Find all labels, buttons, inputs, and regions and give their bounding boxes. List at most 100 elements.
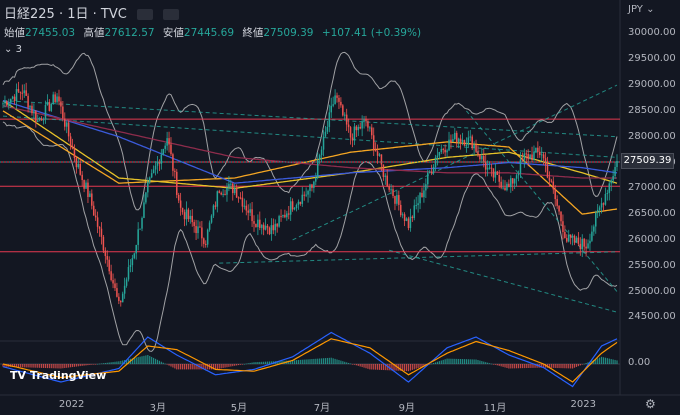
- symbol-title[interactable]: 日経225 · 1日 · TVC: [4, 7, 127, 22]
- price-tick-label: 25500.00: [628, 259, 676, 271]
- candle: [529, 154, 531, 160]
- macd-histogram-bar: [355, 364, 357, 366]
- macd-signal-line: [2, 338, 618, 383]
- currency-label[interactable]: JPY ⌄: [628, 4, 655, 15]
- candle: [372, 135, 375, 150]
- candle: [320, 149, 323, 156]
- macd-histogram-bar: [207, 364, 209, 370]
- candle: [168, 138, 170, 145]
- candle: [324, 131, 327, 137]
- candle: [498, 174, 500, 182]
- macd-histogram-bar: [541, 364, 543, 368]
- candle: [210, 215, 213, 223]
- candle: [367, 121, 369, 128]
- candle: [552, 181, 555, 190]
- macd-histogram-bar: [220, 364, 222, 369]
- candle: [21, 92, 24, 94]
- macd-histogram-bar: [548, 364, 551, 368]
- macd-histogram-bar: [69, 364, 72, 368]
- candle: [442, 148, 444, 150]
- macd-histogram-bar: [116, 361, 118, 364]
- moving-average-yellow: [2, 100, 618, 189]
- candle: [121, 293, 124, 303]
- macd-histogram-bar: [309, 359, 311, 364]
- macd-histogram-bar: [523, 364, 525, 369]
- candle: [369, 127, 371, 129]
- macd-histogram-bar: [27, 364, 29, 368]
- macd-histogram-bar: [573, 364, 576, 368]
- candle: [286, 213, 288, 218]
- macd-histogram-bar: [363, 364, 365, 368]
- candle: [436, 155, 439, 158]
- candle: [243, 205, 246, 207]
- candle: [608, 183, 611, 193]
- open-value: 27455.03: [25, 27, 76, 39]
- macd-histogram-bar: [239, 364, 242, 365]
- macd-histogram-bar: [147, 355, 149, 364]
- macd-histogram-bar: [243, 364, 245, 365]
- candle: [336, 95, 338, 98]
- compare-icon[interactable]: [163, 9, 180, 20]
- candle: [50, 103, 53, 111]
- macd-histogram-bar: [222, 364, 224, 368]
- candle: [179, 200, 182, 208]
- candle: [455, 132, 458, 143]
- gear-icon[interactable]: ⚙: [645, 397, 656, 411]
- candle: [540, 154, 543, 156]
- candle: [513, 178, 516, 184]
- candle: [38, 118, 41, 121]
- macd-histogram-bar: [519, 364, 522, 369]
- macd-histogram-bar: [602, 357, 605, 364]
- macd-histogram-bar: [178, 364, 180, 370]
- candle: [116, 288, 118, 297]
- candle: [438, 151, 441, 156]
- candle: [199, 226, 201, 228]
- tradingview-logo[interactable]: 𝗧𝗩 TradingView: [10, 369, 107, 382]
- candle: [413, 205, 416, 219]
- macd-histogram-bar: [392, 364, 394, 371]
- candle: [156, 161, 159, 166]
- macd-histogram-bar: [527, 364, 529, 368]
- candle: [461, 140, 464, 142]
- candle: [473, 144, 475, 149]
- macd-histogram-bar: [612, 359, 614, 364]
- high-value: 27612.57: [104, 27, 155, 39]
- candle: [257, 219, 259, 228]
- macd-histogram-bar: [448, 358, 450, 364]
- macd-histogram-bar: [514, 364, 516, 369]
- macd-histogram-bar: [106, 362, 108, 364]
- macd-histogram-bar: [108, 362, 110, 364]
- macd-histogram-bar: [216, 364, 218, 370]
- candle: [382, 164, 385, 177]
- candle: [214, 205, 217, 207]
- chevron-down-icon[interactable]: ⌄: [4, 44, 13, 55]
- macd-histogram-bar: [460, 359, 462, 364]
- macd-histogram-bar: [521, 364, 523, 369]
- macd-histogram-bar: [419, 364, 421, 368]
- candle: [363, 119, 365, 122]
- macd-histogram-bar: [344, 361, 346, 364]
- macd-histogram-bar: [442, 359, 444, 364]
- macd-histogram-bar: [498, 364, 500, 366]
- macd-histogram-bar: [461, 359, 464, 364]
- macd-histogram-bar: [373, 364, 375, 370]
- macd-histogram-bar: [434, 362, 437, 364]
- candle: [278, 216, 280, 227]
- candle: [166, 138, 168, 146]
- macd-histogram-bar: [241, 364, 244, 365]
- candle: [475, 144, 477, 152]
- macd-histogram-bar: [54, 364, 56, 369]
- candle: [102, 236, 105, 251]
- candle: [58, 96, 60, 102]
- candle: [616, 161, 618, 167]
- candle: [407, 218, 410, 229]
- candle: [2, 103, 4, 105]
- price-tick-label: 29500.00: [628, 53, 676, 65]
- macd-histogram-bar: [421, 364, 423, 367]
- symbol-header[interactable]: 日経225 · 1日 · TVC: [4, 3, 180, 22]
- macd-histogram-bar: [139, 356, 141, 364]
- candle: [365, 119, 367, 122]
- indicators-toggle[interactable]: ⌄ 3: [4, 44, 22, 55]
- candle: [177, 194, 180, 201]
- macd-histogram-bar: [446, 358, 448, 364]
